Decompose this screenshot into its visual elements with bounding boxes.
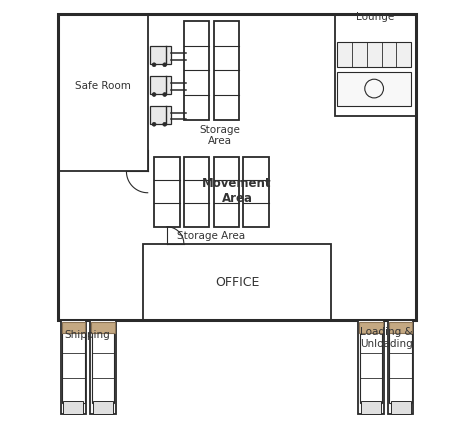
Bar (91, 320, 116, 414)
Circle shape (163, 92, 167, 96)
Bar (91, 322, 115, 333)
Bar (154, 157, 180, 227)
Bar (243, 157, 269, 227)
Circle shape (163, 122, 167, 126)
Bar (184, 21, 210, 120)
Circle shape (152, 92, 156, 96)
Text: Shipping: Shipping (64, 330, 110, 340)
Text: Storage
Area: Storage Area (200, 125, 240, 146)
Bar (360, 328, 382, 403)
Circle shape (152, 63, 156, 67)
Text: Safe Room: Safe Room (75, 81, 131, 92)
Bar (390, 328, 412, 403)
Bar (92, 328, 114, 403)
Circle shape (152, 122, 156, 126)
Bar (62, 322, 85, 333)
Bar (150, 76, 171, 94)
Bar (391, 401, 411, 414)
Bar (337, 71, 411, 106)
Bar (358, 320, 383, 414)
Bar (184, 157, 210, 227)
Circle shape (163, 63, 167, 67)
Bar (150, 106, 171, 124)
Bar (58, 14, 148, 172)
Bar (61, 320, 86, 414)
Bar (389, 322, 412, 333)
Bar (214, 21, 239, 120)
Bar (214, 157, 239, 227)
Bar (93, 401, 113, 414)
Bar (361, 401, 381, 414)
Text: Lounge: Lounge (356, 12, 394, 22)
Text: Storage Area: Storage Area (177, 231, 246, 241)
Bar (63, 401, 83, 414)
Bar (337, 42, 411, 67)
Bar (388, 320, 413, 414)
Bar (144, 244, 330, 320)
Text: Movement
Area: Movement Area (202, 177, 272, 205)
Bar (62, 328, 84, 403)
Bar (335, 14, 416, 116)
Bar (58, 14, 416, 320)
Text: Loading &
Unloading: Loading & Unloading (360, 327, 413, 349)
Text: OFFICE: OFFICE (215, 276, 259, 288)
Bar (150, 46, 171, 64)
Bar (359, 322, 383, 333)
